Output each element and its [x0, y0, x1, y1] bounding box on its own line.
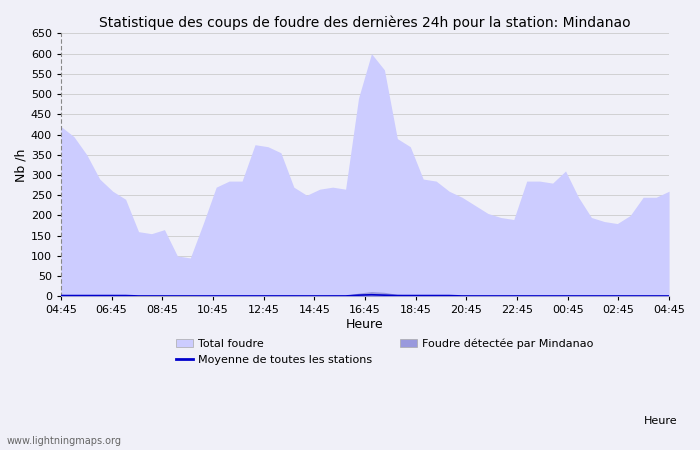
Title: Statistique des coups de foudre des dernières 24h pour la station: Mindanao: Statistique des coups de foudre des dern…	[99, 15, 631, 30]
X-axis label: Heure: Heure	[346, 318, 384, 331]
Text: Heure: Heure	[644, 416, 678, 426]
Legend: Total foudre, Moyenne de toutes les stations, Foudre détectée par Mindanao: Total foudre, Moyenne de toutes les stat…	[176, 339, 594, 365]
Y-axis label: Nb /h: Nb /h	[15, 148, 28, 182]
Text: www.lightningmaps.org: www.lightningmaps.org	[7, 436, 122, 446]
